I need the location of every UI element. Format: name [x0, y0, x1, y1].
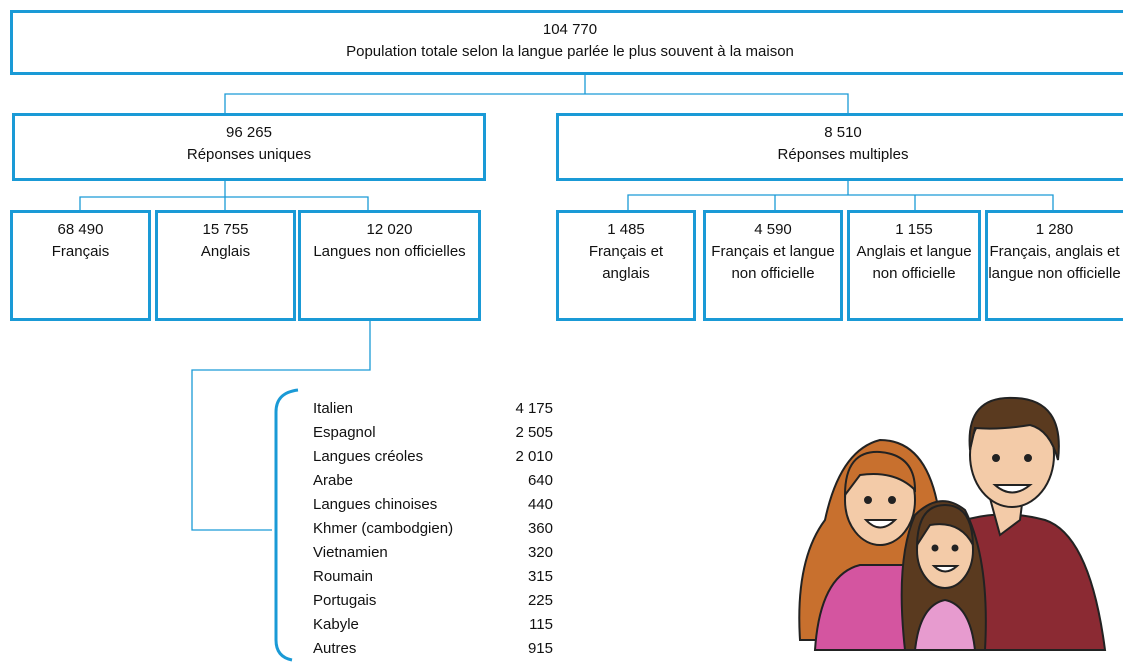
root-label: Population totale selon la langue parlée…	[13, 41, 1123, 63]
root-box: 104 770 Population totale selon la langu…	[10, 10, 1123, 75]
language-count: 640	[528, 469, 553, 493]
group-value: 8 510	[559, 122, 1123, 144]
category-label: Français, anglais et langue non officiel…	[988, 241, 1121, 285]
list-row: Arabe 640	[313, 469, 553, 493]
language-count: 2 505	[515, 421, 553, 445]
group-label: Réponses uniques	[15, 144, 483, 166]
category-value: 12 020	[301, 219, 478, 241]
language-name: Langues chinoises	[313, 493, 437, 517]
language-count: 915	[528, 637, 553, 661]
language-count: 115	[529, 613, 553, 637]
list-row: Khmer (cambodgien) 360	[313, 517, 553, 541]
language-count: 320	[528, 541, 553, 565]
connectors	[0, 0, 1123, 662]
language-name: Portugais	[313, 589, 376, 613]
category-label: Anglais et langue non officielle	[844, 241, 984, 285]
language-name: Italien	[313, 397, 353, 421]
list-row: Roumain 315	[313, 565, 553, 589]
list-row: Espagnol 2 505	[313, 421, 553, 445]
language-count: 315	[528, 565, 553, 589]
list-row: Portugais 225	[313, 589, 553, 613]
group-box: 8 510 Réponses multiples	[556, 113, 1123, 181]
language-count: 225	[528, 589, 553, 613]
brace	[276, 390, 298, 660]
family-illustration	[799, 398, 1105, 650]
page: 104 770 Population totale selon la langu…	[0, 0, 1123, 662]
language-name: Vietnamien	[313, 541, 388, 565]
category-value: 68 490	[13, 219, 148, 241]
list-row: Kabyle 115	[313, 613, 553, 637]
group-box: 96 265 Réponses uniques	[12, 113, 486, 181]
category-box: 1 155 Anglais et langue non officielle	[847, 210, 981, 321]
list-row: Italien 4 175	[313, 397, 553, 421]
category-box: 15 755 Anglais	[155, 210, 296, 321]
language-name: Arabe	[313, 469, 353, 493]
category-label: Français	[13, 241, 148, 263]
language-name: Langues créoles	[313, 445, 423, 469]
language-name: Khmer (cambodgien)	[313, 517, 453, 541]
category-label: Langues non officielles	[301, 241, 478, 263]
category-value: 1 155	[850, 219, 978, 241]
category-label: Français et anglais	[579, 241, 673, 285]
category-box: 1 485 Français et anglais	[556, 210, 696, 321]
root-value: 104 770	[13, 19, 1123, 41]
category-value: 15 755	[158, 219, 293, 241]
list-row: Autres 915	[313, 637, 553, 661]
category-value: 1 280	[988, 219, 1121, 241]
category-value: 4 590	[706, 219, 840, 241]
category-value: 1 485	[579, 219, 673, 241]
language-name: Espagnol	[313, 421, 376, 445]
language-name: Autres	[313, 637, 356, 661]
language-count: 4 175	[515, 397, 553, 421]
list-row: Vietnamien 320	[313, 541, 553, 565]
list-row: Langues créoles 2 010	[313, 445, 553, 469]
category-box: 1 280 Français, anglais et langue non of…	[985, 210, 1123, 321]
list-row: Langues chinoises 440	[313, 493, 553, 517]
language-count: 2 010	[515, 445, 553, 469]
language-name: Roumain	[313, 565, 373, 589]
category-label: Anglais	[158, 241, 293, 263]
category-box: 12 020 Langues non officielles	[298, 210, 481, 321]
language-count: 360	[528, 517, 553, 541]
category-box: 4 590 Français et langue non officielle	[703, 210, 843, 321]
group-value: 96 265	[15, 122, 483, 144]
language-count: 440	[528, 493, 553, 517]
category-box: 68 490 Français	[10, 210, 151, 321]
group-label: Réponses multiples	[559, 144, 1123, 166]
category-label: Français et langue non officielle	[702, 241, 844, 285]
language-name: Kabyle	[313, 613, 359, 637]
